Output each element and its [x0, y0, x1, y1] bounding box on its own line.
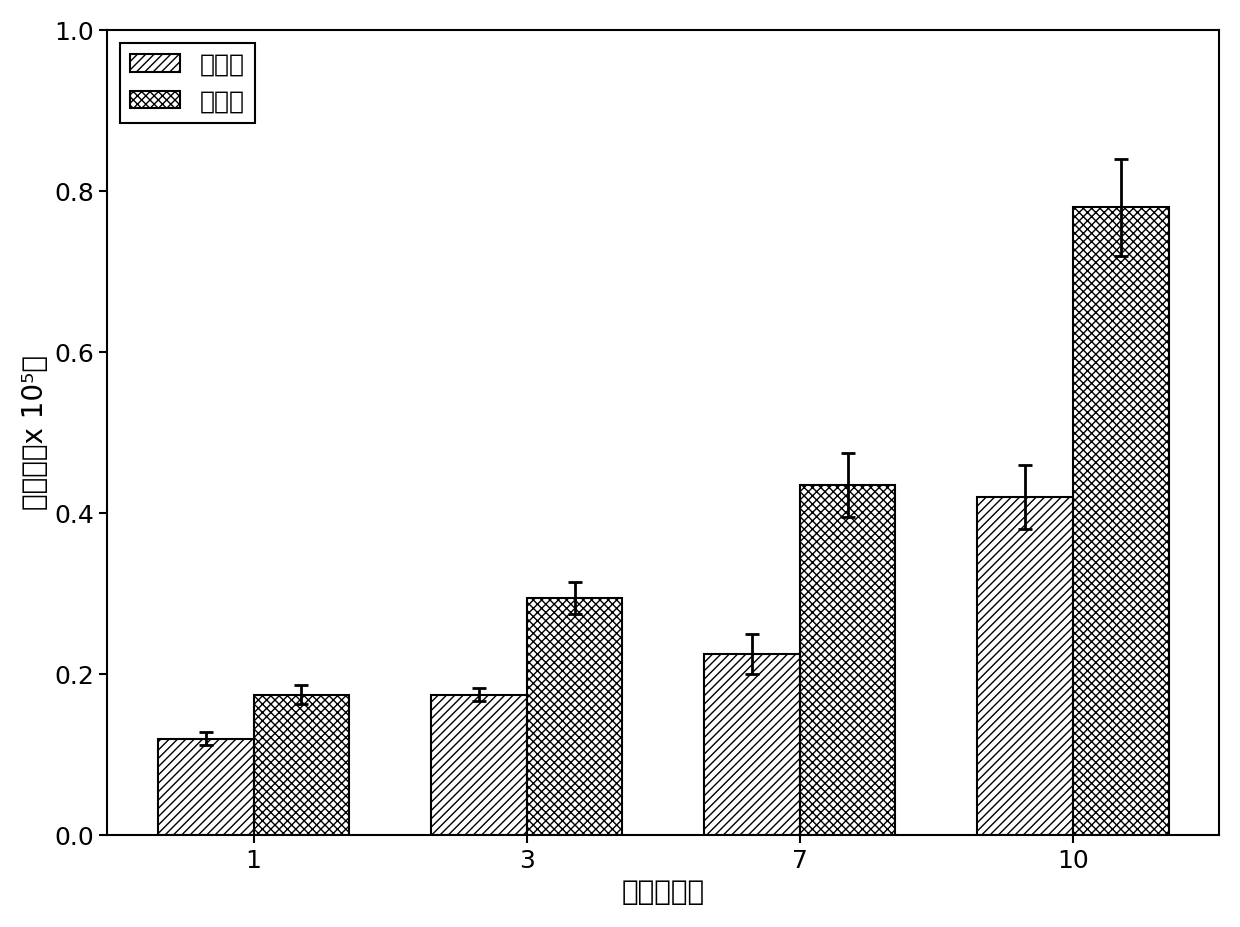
Bar [432, 694, 527, 835]
Bar [977, 497, 1073, 835]
Bar [157, 739, 254, 835]
Y-axis label: 细胞数（x 10⁵）: 细胞数（x 10⁵） [21, 355, 48, 511]
Bar [1073, 208, 1168, 835]
Bar [527, 598, 622, 835]
Legend: 小孔隙, 大孔隙: 小孔隙, 大孔隙 [120, 43, 255, 123]
Bar [704, 654, 800, 835]
Bar [800, 485, 895, 835]
X-axis label: 时间（天）: 时间（天） [621, 878, 704, 907]
Bar [254, 694, 350, 835]
